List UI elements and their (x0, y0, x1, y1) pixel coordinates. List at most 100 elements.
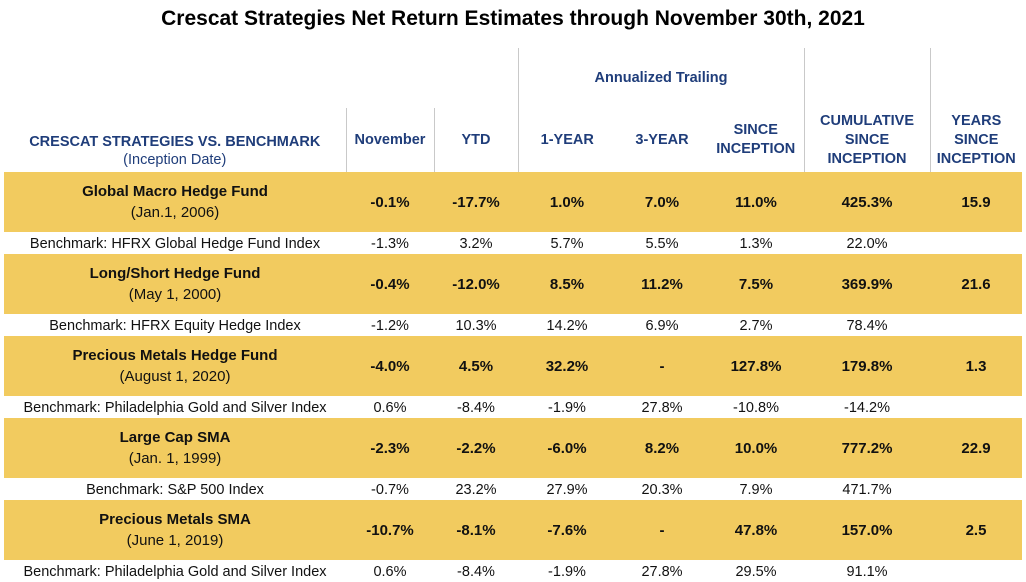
fund-row: Long/Short Hedge Fund (May 1, 2000) -0.4% -… (4, 254, 1023, 316)
returns-table: Annualized Trailing CRESCAT STRATEGIES V… (4, 48, 1023, 582)
fund-years-value: 21.6 (930, 254, 1023, 316)
strategy-label: CRESCAT STRATEGIES VS. BENCHMARK (29, 134, 321, 150)
benchmark-one-year-value: -1.9% (518, 397, 616, 418)
fund-november-value: -2.3% (346, 418, 434, 480)
benchmark-name: Benchmark: S&P 500 Index (4, 479, 346, 500)
fund-cumulative-value: 369.9% (804, 254, 931, 316)
fund-cumulative-value: 425.3% (804, 172, 931, 234)
benchmark-ytd-value: 10.3% (434, 315, 518, 336)
benchmark-years-empty (930, 233, 1023, 254)
col-november: November (345, 108, 434, 172)
fund-three-year-value: - (616, 336, 708, 398)
fund-three-year-value: - (616, 500, 708, 562)
fund-years-value: 15.9 (930, 172, 1023, 234)
benchmark-one-year-value: 27.9% (518, 479, 616, 500)
col-years: YEARS SINCE INCEPTION (929, 108, 1023, 172)
annualized-trailing-header: Annualized Trailing (517, 48, 805, 108)
fund-inception-date: (May 1, 2000) (128, 286, 222, 303)
fund-since-inception-value: 10.0% (708, 418, 805, 480)
col-years-line1: YEARS (951, 112, 1002, 129)
fund-name: Large Cap SMA (119, 429, 231, 446)
fund-november-value: -4.0% (346, 336, 434, 398)
fund-november-value: -0.4% (346, 254, 434, 316)
benchmark-ytd-value: 3.2% (434, 233, 518, 254)
benchmark-since-inception-value: 1.3% (708, 233, 805, 254)
benchmark-november-value: -1.2% (346, 315, 434, 336)
fund-name: Global Macro Hedge Fund (82, 183, 268, 200)
fund-three-year-value: 7.0% (616, 172, 708, 234)
benchmark-years-empty (930, 397, 1023, 418)
benchmark-row: Benchmark: HFRX Global Hedge Fund Index -… (4, 233, 1023, 254)
col-cum-line3: INCEPTION (827, 150, 907, 167)
strategy-header: CRESCAT STRATEGIES VS. BENCHMARK (Incept… (4, 108, 346, 172)
fund-row: Precious Metals Hedge Fund (August 1, 202… (4, 336, 1023, 398)
benchmark-name: Benchmark: HFRX Equity Hedge Index (4, 315, 346, 336)
fund-three-year-value: 11.2% (616, 254, 708, 316)
benchmark-three-year-value: 20.3% (616, 479, 708, 500)
fund-one-year-value: -6.0% (518, 418, 616, 480)
fund-ytd-value: -12.0% (434, 254, 518, 316)
fund-three-year-value: 8.2% (616, 418, 708, 480)
benchmark-name: Benchmark: HFRX Global Hedge Fund Index (4, 233, 346, 254)
fund-row: Precious Metals SMA (June 1, 2019) -10.7% -… (4, 500, 1023, 562)
col-cum-line1: CUMULATIVE (820, 112, 914, 129)
page-title: Crescat Strategies Net Return Estimates … (161, 7, 865, 30)
benchmark-cumulative-value: 78.4% (804, 315, 931, 336)
col-ytd: YTD (433, 108, 518, 172)
col-cum-line2: SINCE (844, 131, 890, 148)
fund-years-value: 2.5 (930, 500, 1023, 562)
benchmark-three-year-value: 5.5% (616, 233, 708, 254)
benchmark-cumulative-value: 22.0% (804, 233, 931, 254)
fund-november-value: -0.1% (346, 172, 434, 234)
benchmark-name: Benchmark: Philadelphia Gold and Silver … (4, 561, 346, 582)
fund-ytd-value: 4.5% (434, 336, 518, 398)
benchmark-years-empty (930, 561, 1023, 582)
benchmark-since-inception-value: 29.5% (708, 561, 805, 582)
fund-since-inception-value: 47.8% (708, 500, 805, 562)
fund-ytd-value: -17.7% (434, 172, 518, 234)
benchmark-row: Benchmark: Philadelphia Gold and Silver … (4, 561, 1023, 582)
fund-one-year-value: -7.6% (518, 500, 616, 562)
benchmark-three-year-value: 27.8% (616, 397, 708, 418)
benchmark-one-year-value: -1.9% (518, 561, 616, 582)
fund-since-inception-value: 11.0% (708, 172, 805, 234)
fund-one-year-value: 32.2% (518, 336, 616, 398)
fund-one-year-value: 8.5% (518, 254, 616, 316)
fund-inception-date: (Jan. 1, 1999) (128, 450, 222, 467)
benchmark-ytd-value: -8.4% (434, 397, 518, 418)
benchmark-cumulative-value: -14.2% (804, 397, 931, 418)
benchmark-row: Benchmark: S&P 500 Index -0.7% 23.2% 27.9% 2… (4, 479, 1023, 500)
returns-page: Crescat Strategies Net Return Estimates … (4, 7, 1023, 582)
fund-name-cell: Large Cap SMA (Jan. 1, 1999) (4, 418, 346, 480)
benchmark-ytd-value: -8.4% (434, 561, 518, 582)
fund-ytd-value: -2.2% (434, 418, 518, 480)
fund-name: Long/Short Hedge Fund (89, 265, 261, 282)
benchmark-since-inception-value: -10.8% (708, 397, 805, 418)
fund-inception-date: (August 1, 2020) (119, 368, 231, 385)
fund-one-year-value: 1.0% (518, 172, 616, 234)
benchmark-one-year-value: 5.7% (518, 233, 616, 254)
fund-inception-date: (Jan.1, 2006) (130, 204, 220, 221)
inception-label: (Inception Date) (123, 152, 227, 168)
fund-ytd-value: -8.1% (434, 500, 518, 562)
benchmark-name: Benchmark: Philadelphia Gold and Silver … (4, 397, 346, 418)
fund-name-cell: Long/Short Hedge Fund (May 1, 2000) (4, 254, 346, 316)
benchmark-ytd-value: 23.2% (434, 479, 518, 500)
benchmark-since-inception-value: 2.7% (708, 315, 805, 336)
benchmark-years-empty (930, 315, 1023, 336)
benchmark-november-value: 0.6% (346, 561, 434, 582)
col-1year: 1-YEAR (517, 108, 616, 172)
fund-name-cell: Global Macro Hedge Fund (Jan.1, 2006) (4, 172, 346, 234)
fund-name-cell: Precious Metals SMA (June 1, 2019) (4, 500, 346, 562)
table-header: Annualized Trailing CRESCAT STRATEGIES V… (4, 48, 1023, 172)
col-since-line1: SINCE (733, 122, 778, 138)
benchmark-one-year-value: 14.2% (518, 315, 616, 336)
fund-cumulative-value: 777.2% (804, 418, 931, 480)
fund-name: Precious Metals Hedge Fund (72, 347, 278, 364)
header-row-top: Annualized Trailing (4, 48, 1023, 108)
col-cumulative: CUMULATIVE SINCE INCEPTION (803, 108, 931, 172)
fund-row: Large Cap SMA (Jan. 1, 1999) -2.3% -2.2% -6.… (4, 418, 1023, 480)
fund-since-inception-value: 127.8% (708, 336, 805, 398)
table-body: Global Macro Hedge Fund (Jan.1, 2006) -0.1… (4, 172, 1023, 582)
benchmark-since-inception-value: 7.9% (708, 479, 805, 500)
